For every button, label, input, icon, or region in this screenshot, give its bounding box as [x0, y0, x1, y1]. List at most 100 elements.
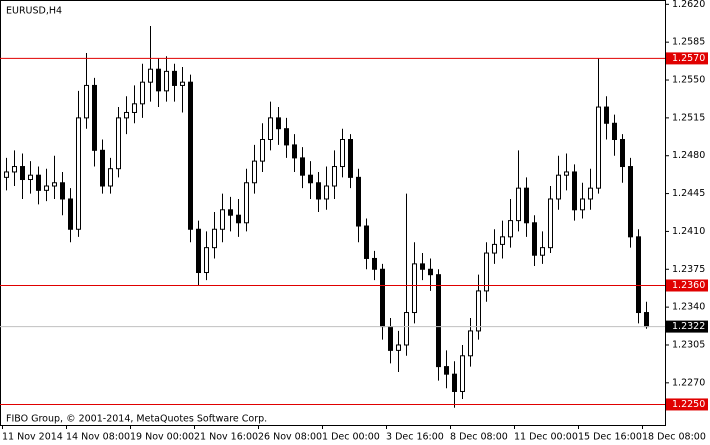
current-price-box — [666, 320, 708, 333]
candle-body — [420, 263, 425, 270]
candle-body — [324, 185, 329, 200]
candle-body — [132, 103, 137, 113]
candle-body — [356, 176, 361, 227]
candle-body — [60, 182, 65, 200]
candle-body — [228, 209, 233, 216]
candle-body — [396, 344, 401, 351]
candle-body — [300, 157, 305, 176]
candle-body — [500, 236, 505, 245]
candle-body — [388, 326, 393, 351]
candle-body — [172, 70, 177, 86]
price-level-box — [666, 52, 708, 65]
candle-body — [212, 228, 217, 249]
x-tick-label: 14 Nov 08:00 — [66, 432, 130, 443]
candle-body — [612, 122, 617, 141]
candle-body — [36, 174, 41, 191]
candle-body — [44, 185, 49, 191]
candle-body — [588, 187, 593, 200]
candle-body — [284, 128, 289, 146]
x-tick-label: 1 Dec 00:00 — [322, 432, 380, 443]
candle-body — [268, 117, 273, 141]
y-tick-label: 1.2270 — [672, 377, 705, 388]
candle-body — [108, 168, 113, 187]
y-tick-label: 1.2410 — [672, 226, 705, 237]
candle-body — [308, 174, 313, 184]
candle-body — [252, 160, 257, 184]
candle-body — [52, 182, 57, 187]
candle-body — [604, 106, 609, 124]
candle-body — [556, 174, 561, 200]
candle-body — [380, 268, 385, 328]
candle-body — [348, 139, 353, 178]
candle-body — [404, 312, 409, 346]
candle-body — [636, 236, 641, 314]
footer: FIBO Group, © 2001-2014, MetaQuotes Soft… — [6, 414, 267, 425]
candle-body — [468, 330, 473, 357]
candle-body — [564, 171, 569, 176]
x-tick-label: 19 Nov 00:00 — [130, 432, 194, 443]
candle-body — [340, 139, 345, 168]
y-tick-label: 1.2585 — [672, 37, 705, 48]
candle-body — [484, 252, 489, 292]
candle-body — [412, 263, 417, 314]
y-tick-label: 1.2620 — [672, 0, 705, 10]
candle-body — [364, 225, 369, 259]
candle-body — [276, 117, 281, 130]
x-tick-label: 26 Nov 08:00 — [258, 432, 322, 443]
candle-body — [124, 111, 129, 119]
candle-body — [204, 247, 209, 274]
candle-body — [644, 312, 649, 328]
candle-body — [20, 166, 25, 181]
candle-body — [580, 198, 585, 211]
y-tick-label: 1.2515 — [672, 112, 705, 123]
candle-body — [524, 187, 529, 224]
candle-body — [436, 274, 441, 368]
candle-body — [156, 68, 161, 92]
candle-body — [428, 268, 433, 276]
candle-body — [12, 166, 17, 173]
price-level-label: 1.2570 — [672, 53, 705, 64]
price-level-box — [666, 398, 708, 411]
candle-body — [92, 84, 97, 151]
candle-body — [236, 214, 241, 224]
candle-body — [260, 139, 265, 162]
price-level-label: 1.2250 — [672, 399, 705, 410]
candle-body — [244, 182, 249, 224]
candle-body — [116, 117, 121, 170]
candle-body — [68, 198, 73, 230]
x-tick-label: 18 Dec 08:00 — [642, 432, 706, 443]
price-level-label: 1.2360 — [672, 280, 705, 291]
candle-body — [628, 166, 633, 238]
candle-body — [444, 366, 449, 375]
candle-body — [100, 149, 105, 187]
candle-body — [532, 222, 537, 256]
candle-body — [332, 166, 337, 187]
candle-body — [620, 139, 625, 168]
candle-body — [148, 68, 153, 83]
x-tick-label: 21 Nov 16:00 — [194, 432, 258, 443]
y-tick-label: 1.2445 — [672, 188, 705, 199]
price-level-box — [666, 279, 708, 292]
candle-body — [220, 209, 225, 230]
plot-frame — [0, 0, 666, 426]
y-tick-label: 1.2340 — [672, 302, 705, 313]
candle-body — [4, 171, 9, 178]
candle-body — [76, 117, 81, 230]
candle-body — [196, 228, 201, 274]
x-tick-label: 11 Nov 2014 — [2, 432, 63, 443]
x-tick-label: 3 Dec 16:00 — [386, 432, 444, 443]
y-tick-label: 1.2550 — [672, 75, 705, 86]
candle-body — [572, 171, 577, 211]
candle-body — [548, 198, 553, 249]
candle-body — [84, 84, 89, 119]
candle-body — [180, 81, 185, 86]
x-tick-label: 8 Dec 08:00 — [450, 432, 508, 443]
candle-body — [188, 81, 193, 230]
candle-body — [28, 174, 33, 181]
candle-body — [540, 247, 545, 256]
candle-body — [372, 257, 377, 270]
candle-body — [316, 182, 321, 200]
candle-body — [452, 373, 457, 392]
